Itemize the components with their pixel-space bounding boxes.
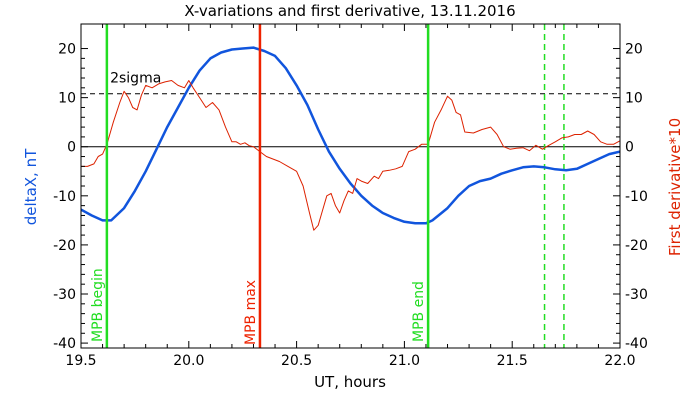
x-tick-label: 20.0 <box>173 353 204 369</box>
y-tick-label-left: -30 <box>53 287 76 303</box>
x-tick-label: 21.0 <box>389 353 420 369</box>
y-tick-label-left: 20 <box>58 42 76 58</box>
y-axis-left-label: deltaX, nT <box>22 148 40 225</box>
y-tick-label-right: -30 <box>625 287 648 303</box>
x-axis-label: UT, hours <box>314 373 386 391</box>
y-axis-right-label: First derivative*10 <box>666 118 684 256</box>
plot-content <box>81 24 620 348</box>
x-tick-label: 21.5 <box>497 353 528 369</box>
y-tick-label-left: 0 <box>67 140 76 156</box>
plot-frame <box>80 23 621 349</box>
marker-label-mpb-begin: MPB begin <box>90 268 106 342</box>
x-tick-label: 22.0 <box>604 353 635 369</box>
y-tick-label-right: -20 <box>625 238 648 254</box>
deltax-series-line <box>81 46 620 225</box>
y-tick-label-right: -10 <box>625 189 648 205</box>
derivative-series-line <box>81 80 620 231</box>
y-tick-label-right: 10 <box>625 91 643 107</box>
x-tick-label: 20.5 <box>281 353 312 369</box>
y-tick-label-right: 0 <box>625 140 634 156</box>
y-tick-label-right: 20 <box>625 42 643 58</box>
marker-label-mpb-max: MPB max <box>243 280 259 345</box>
x-tick-label: 19.5 <box>65 353 96 369</box>
y-tick-label-left: -10 <box>53 189 76 205</box>
y-tick-label-left: 10 <box>58 91 76 107</box>
plot-area <box>81 24 620 348</box>
chart-title: X-variations and first derivative, 13.11… <box>184 2 515 20</box>
y-tick-label-right: -40 <box>625 336 648 352</box>
marker-label-mpb-end: MPB end <box>411 281 427 342</box>
threshold-label: 2sigma <box>110 71 161 87</box>
y-tick-label-left: -40 <box>53 336 76 352</box>
y-tick-label-left: -20 <box>53 238 76 254</box>
